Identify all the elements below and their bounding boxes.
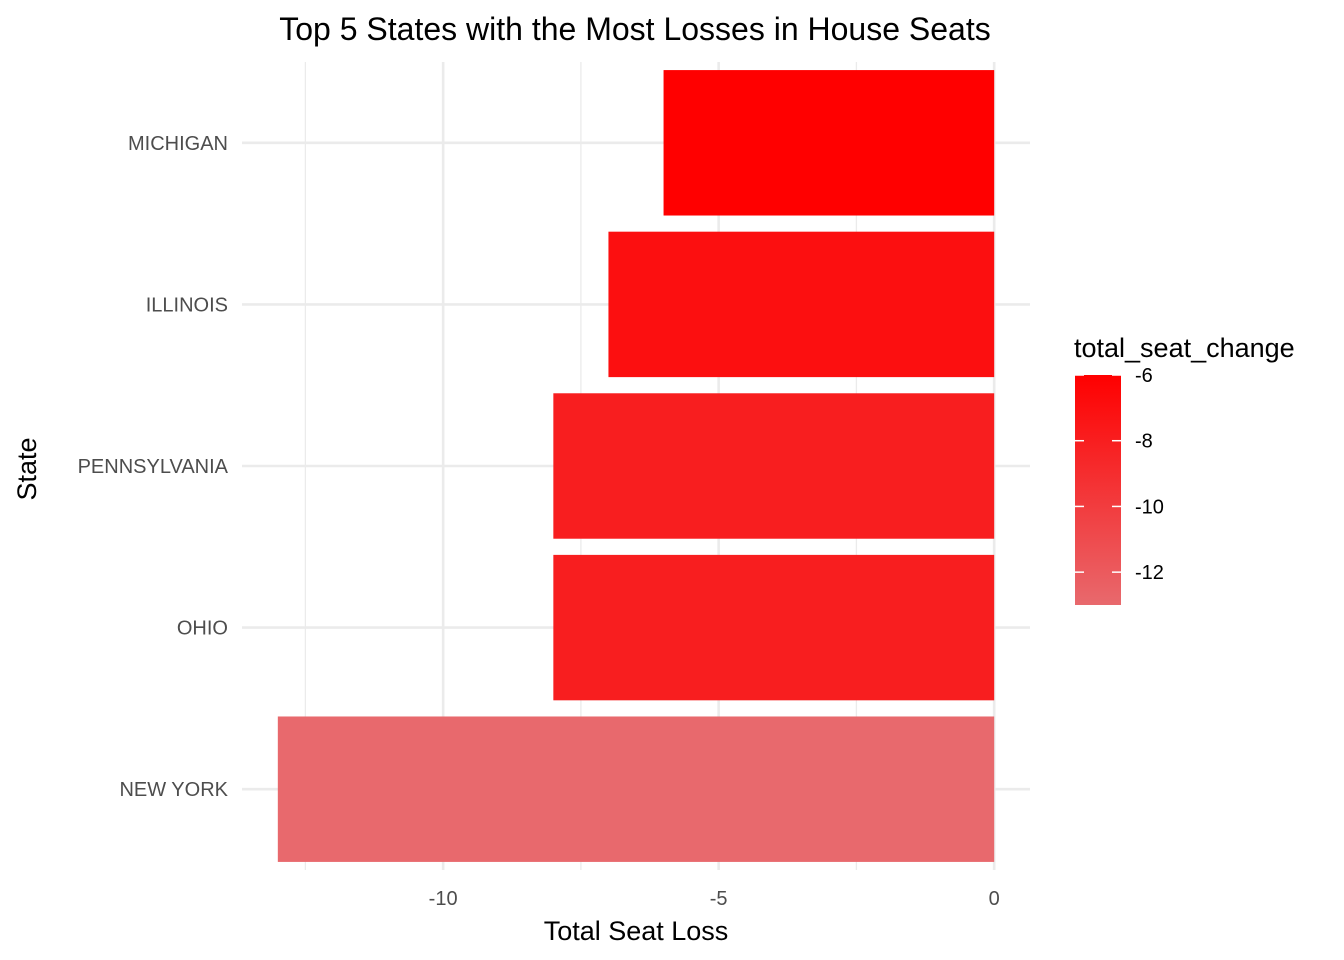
y-tick-labels: NEW YORK OHIO PENNSYLVANIA ILLINOIS MICHIGAN	[78, 133, 229, 801]
y-axis-title: State	[12, 437, 42, 500]
bar-illinois	[608, 231, 995, 378]
legend-label: -12	[1135, 562, 1164, 584]
x-tick-label: -10	[429, 888, 458, 910]
bar-ohio	[553, 554, 995, 701]
bar-new-york	[277, 716, 995, 862]
chart-title: Top 5 States with the Most Losses in Hou…	[279, 11, 990, 47]
x-tick-label: -5	[710, 888, 728, 910]
legend-ticks: -6 -8 -10 -12	[1075, 365, 1164, 584]
x-tick-label: 0	[989, 888, 1000, 910]
legend-colorbar	[1075, 375, 1121, 605]
bar-michigan	[663, 70, 995, 216]
x-tick-labels: -10 -5 0	[429, 888, 1000, 910]
legend-label: -10	[1135, 496, 1164, 518]
y-tick-label: ILLINOIS	[146, 294, 228, 316]
y-tick-label: OHIO	[177, 618, 228, 640]
legend-label: -8	[1135, 431, 1153, 453]
legend: total_seat_change -6 -8 -10 -12	[1074, 333, 1295, 605]
y-tick-label: MICHIGAN	[128, 133, 228, 155]
y-tick-label: PENNSYLVANIA	[78, 456, 229, 478]
bar-pennsylvania	[553, 393, 995, 539]
legend-label: -6	[1135, 365, 1153, 387]
legend-title: total_seat_change	[1074, 333, 1295, 363]
x-axis-title: Total Seat Loss	[544, 916, 729, 946]
y-tick-label: NEW YORK	[119, 779, 228, 801]
bars	[277, 70, 995, 862]
